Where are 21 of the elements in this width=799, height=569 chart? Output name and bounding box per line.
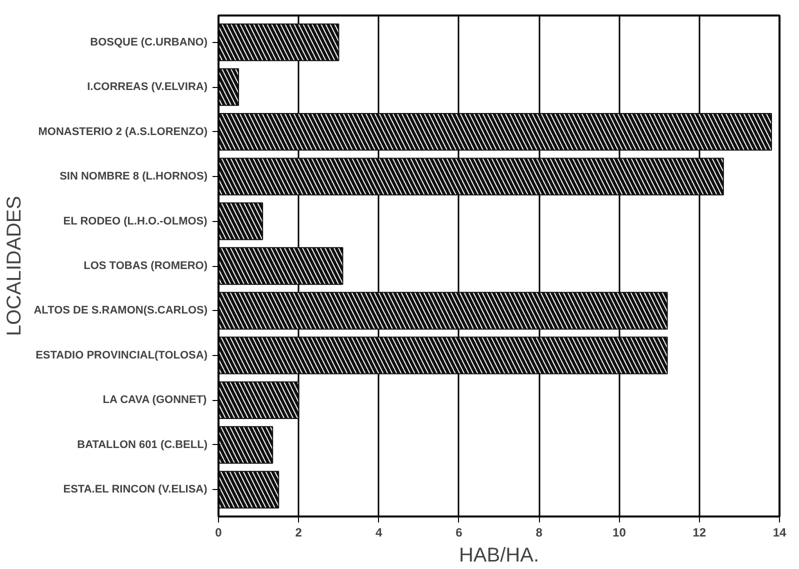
y-tick-label: ESTA.EL RINCON (V.ELISA)	[63, 484, 208, 496]
x-tick-label: 8	[536, 526, 543, 540]
y-tick-label: LOS TOBAS (ROMERO)	[84, 260, 208, 272]
y-tick-label: BOSQUE (C.URBANO)	[90, 36, 208, 48]
x-tick-label: 6	[456, 526, 463, 540]
x-tick-label: 14	[772, 526, 786, 540]
y-tick-label: ALTOS DE S.RAMON(S.CARLOS)	[34, 304, 208, 317]
y-tick-label: SIN NOMBRE 8 (L.HORNOS)	[60, 170, 208, 183]
y-tick-label: EL RODEO (L.H.O.-OLMOS)	[63, 215, 208, 228]
y-tick-label: ESTADIO PROVINCIAL(TOLOSA)	[36, 349, 208, 362]
x-tick-label: 2	[295, 526, 302, 540]
x-tick-label: 4	[375, 526, 382, 540]
y-axis-title: LOCALIDADES	[4, 196, 26, 336]
x-axis-title: HAB/HA.	[458, 544, 540, 566]
x-tick-label: 12	[692, 526, 706, 540]
x-tick-label: 0	[215, 526, 222, 540]
y-tick-label: MONASTERIO 2 (A.S.LORENZO)	[38, 126, 208, 138]
y-tick-label: LA CAVA (GONNET)	[102, 394, 208, 406]
y-tick-label: I.CORREAS (V.ELVIRA)	[87, 81, 208, 94]
x-tick-label: 10	[612, 526, 626, 540]
y-tick-label: BATALLON 601 (C.BELL)	[77, 438, 208, 451]
